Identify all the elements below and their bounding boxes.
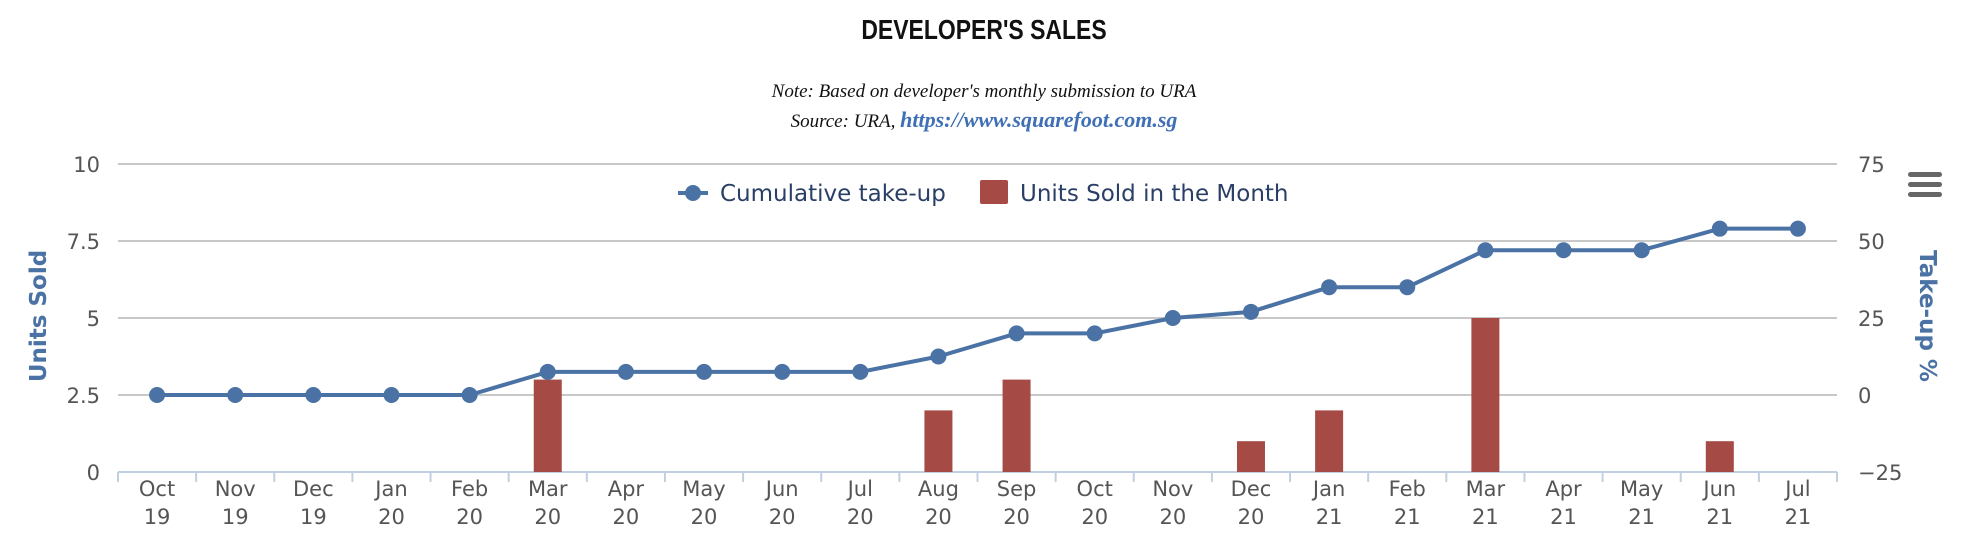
line-cumulative-take-up	[157, 226, 1798, 397]
point-cumulative-take-up[interactable]	[1555, 242, 1572, 259]
point-cumulative-take-up[interactable]	[696, 363, 713, 380]
x-tick-label: Jul 20	[846, 477, 874, 529]
point-cumulative-take-up[interactable]	[930, 348, 947, 365]
point-cumulative-take-up[interactable]	[1086, 325, 1103, 342]
x-tick-label: Oct 20	[1077, 477, 1113, 529]
legend-item-cumulative[interactable]: Cumulative take-up	[678, 181, 946, 207]
y-axis-right-title: Take-up %	[1914, 250, 1940, 382]
y-right-tick-label: 75	[1858, 153, 1885, 177]
source-prefix: Source: URA,	[790, 111, 901, 132]
bar-units-sold[interactable]	[533, 379, 562, 472]
point-cumulative-take-up[interactable]	[383, 387, 400, 403]
x-tick-label: Apr 20	[608, 477, 645, 529]
x-tick-label: Dec 20	[1231, 477, 1272, 529]
x-axis: Oct 19 Nov 19 Dec 19 Jan 20 Feb 20 Mar 20 Apr 20 May 20…	[117, 471, 1838, 529]
y-right-tick-label: 25	[1858, 307, 1885, 331]
y-right-tick-label: 50	[1858, 230, 1885, 254]
y-left-tick-label: 7.5	[67, 230, 100, 254]
y-left-tick-label: 2.5	[67, 384, 100, 408]
y-right-tick-label: −25	[1858, 461, 1902, 485]
x-tick-label: May 21	[1620, 477, 1663, 529]
grid-lines	[118, 163, 1837, 396]
point-cumulative-take-up[interactable]	[305, 387, 322, 403]
x-tick-label: May 20	[682, 477, 725, 529]
y-axis-right-ticks: −25 0 25 50 75	[1858, 153, 1902, 485]
point-cumulative-take-up[interactable]	[1633, 242, 1650, 259]
point-cumulative-take-up[interactable]	[1789, 220, 1806, 237]
bar-units-sold[interactable]	[1002, 379, 1031, 472]
x-tick-label: Oct 19	[139, 477, 175, 529]
x-tick-label: Aug 20	[918, 477, 959, 529]
x-tick-label: Jan 21	[1311, 477, 1345, 529]
point-cumulative-take-up[interactable]	[1399, 279, 1416, 296]
y-axis-left-ticks: 0 2.5 5 7.5 10	[67, 153, 100, 485]
legend-item-units-sold[interactable]: Units Sold in the Month	[980, 180, 1289, 207]
chart-note: Note: Based on developer's monthly submi…	[771, 81, 1197, 102]
legend-bar-swatch	[980, 180, 1008, 204]
chart-source: Source: URA, https://www.squarefoot.com.…	[0, 107, 1968, 133]
chart-title: DEVELOPER'S SALES	[861, 14, 1107, 45]
point-cumulative-take-up[interactable]	[149, 387, 166, 403]
x-tick-label: Feb 21	[1389, 477, 1426, 529]
x-tick-label: Feb 20	[451, 477, 488, 529]
bar-units-sold[interactable]	[924, 410, 953, 472]
y-axis-left-title: Units Sold	[26, 250, 52, 382]
y-left-tick-label: 10	[73, 153, 100, 177]
x-tick-label: Nov 20	[1152, 477, 1193, 529]
bar-series	[533, 318, 1734, 472]
point-cumulative-take-up[interactable]	[227, 387, 244, 403]
point-cumulative-take-up[interactable]	[852, 363, 869, 380]
point-cumulative-take-up[interactable]	[1008, 325, 1025, 342]
point-cumulative-take-up[interactable]	[1164, 310, 1181, 326]
x-tick-label: Jan 20	[373, 477, 407, 529]
legend-label-units-sold: Units Sold in the Month	[1020, 181, 1289, 207]
point-cumulative-take-up[interactable]	[1242, 303, 1259, 320]
x-tick-label: Mar 20	[528, 477, 568, 529]
point-cumulative-take-up[interactable]	[539, 363, 556, 380]
x-tick-label: Nov 19	[215, 477, 256, 529]
legend-marker-swatch	[685, 185, 701, 201]
point-cumulative-take-up[interactable]	[1711, 220, 1728, 237]
bar-units-sold[interactable]	[1471, 318, 1500, 472]
point-cumulative-take-up[interactable]	[1321, 279, 1338, 296]
x-tick-label: Apr 21	[1545, 477, 1582, 529]
bar-units-sold[interactable]	[1236, 441, 1265, 472]
x-tick-label: Sep 20	[997, 477, 1037, 529]
source-link[interactable]: https://www.squarefoot.com.sg	[900, 107, 1178, 132]
y-left-tick-label: 0	[87, 461, 100, 485]
point-cumulative-take-up[interactable]	[617, 363, 634, 380]
hamburger-menu-icon[interactable]	[1908, 172, 1942, 197]
point-cumulative-take-up[interactable]	[774, 363, 791, 380]
line-series	[149, 220, 1806, 403]
bar-units-sold[interactable]	[1705, 441, 1734, 472]
legend: Cumulative take-up Units Sold in the Mon…	[678, 180, 1289, 207]
x-tick-label: Dec 19	[293, 477, 334, 529]
legend-label-cumulative: Cumulative take-up	[720, 181, 946, 207]
point-cumulative-take-up[interactable]	[461, 387, 478, 403]
point-cumulative-take-up[interactable]	[1477, 242, 1494, 259]
x-tick-label: Jun 21	[1701, 477, 1736, 529]
y-left-tick-label: 5	[87, 307, 100, 331]
y-right-tick-label: 0	[1858, 384, 1871, 408]
x-tick-label: Mar 21	[1466, 477, 1506, 529]
x-tick-label: Jun 20	[764, 477, 799, 529]
x-tick-label: Jul 21	[1783, 477, 1811, 529]
bar-units-sold[interactable]	[1315, 410, 1344, 472]
